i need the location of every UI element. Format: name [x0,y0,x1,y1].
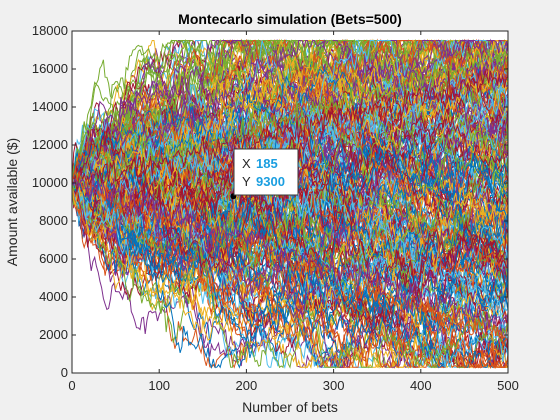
x-tick-label: 100 [148,378,170,393]
series-line [71,182,509,369]
series-line [71,101,509,285]
series-line [71,39,509,192]
y-tick-label: 8000 [39,213,68,228]
y-tick-label: 18000 [32,23,68,38]
x-axis-label: Number of bets [242,399,338,415]
axes-box [71,30,509,374]
y-tick-label: 12000 [32,137,68,152]
y-tick-label: 10000 [32,175,68,190]
series-line [71,160,509,369]
x-tick-label: 500 [497,378,519,393]
x-tick-label: 300 [323,378,345,393]
y-tick-label: 16000 [32,61,68,76]
x-tick-label: 0 [68,378,75,393]
x-axis-ticks: 0 100 200 300 400 500 [68,31,519,393]
datatip-x-key: X [242,156,251,171]
series-line-extreme [71,167,509,346]
y-tick-label: 0 [61,365,68,380]
chart-title: Montecarlo simulation (Bets=500) [178,11,402,27]
datatip-y-value: 9300 [256,174,285,189]
series-line [71,172,509,369]
y-tick-label: 4000 [39,289,68,304]
series-line-extreme [71,48,509,191]
series-line [71,182,509,368]
series-line-extreme [71,172,509,333]
series-line [71,39,509,192]
series-line [71,66,509,289]
y-tick-label: 6000 [39,251,68,266]
x-tick-label: 200 [236,378,258,393]
datatip-box[interactable] [233,148,299,196]
datatip-y-key: Y [242,174,251,189]
series-line [71,38,509,187]
series-line [71,39,509,194]
series-line [71,39,509,194]
series-line [71,166,509,334]
y-axis-label: Amount available ($) [4,138,20,266]
y-axis-ticks: 0 2000 4000 6000 8000 10000 12000 14000 16000 180… [32,23,508,380]
series-line [71,142,509,259]
datatip-x-value: 185 [256,156,278,171]
series-line [71,150,509,329]
x-tick-label: 400 [410,378,432,393]
series-line-extreme [71,70,509,192]
datatip[interactable]: X 185 Y 9300 [233,148,299,196]
series-layer [71,38,509,370]
y-tick-label: 2000 [39,327,68,342]
y-tick-label: 14000 [32,99,68,114]
